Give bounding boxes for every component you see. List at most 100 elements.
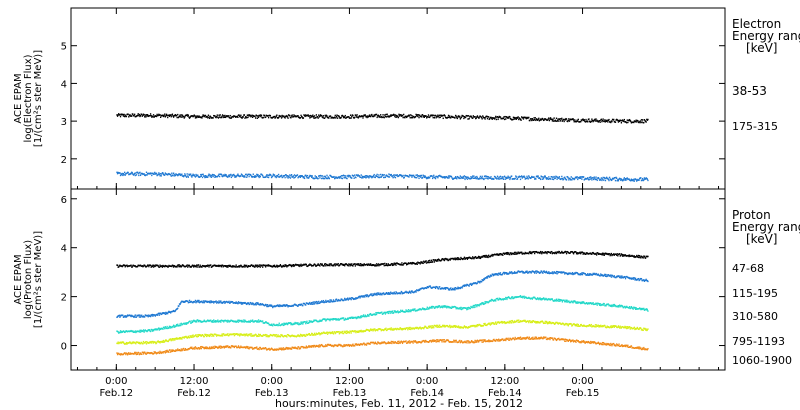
data-point [546, 252, 548, 255]
data-point [220, 300, 222, 302]
data-point [628, 276, 630, 279]
data-point [246, 264, 248, 267]
data-point [454, 287, 457, 289]
data-point [265, 175, 267, 177]
data-point [172, 325, 174, 328]
data-point [636, 255, 638, 258]
data-point [628, 178, 630, 180]
data-point [147, 264, 149, 267]
data-point [557, 251, 559, 254]
data-point [483, 256, 486, 258]
data-point [329, 264, 331, 267]
data-point [208, 333, 210, 336]
data-point [357, 317, 359, 319]
data-point [290, 174, 293, 176]
data-point [478, 305, 480, 307]
data-point [134, 315, 136, 318]
data-point [277, 334, 279, 336]
data-point [196, 266, 198, 268]
data-point [205, 333, 207, 336]
data-point [539, 297, 541, 299]
data-point [299, 335, 301, 338]
data-point [616, 253, 618, 255]
data-point [536, 175, 538, 177]
data-point [394, 263, 396, 266]
data-point [281, 114, 283, 117]
data-point [183, 117, 185, 119]
data-point [188, 116, 190, 118]
data-point [602, 118, 604, 120]
data-point [151, 313, 154, 316]
data-point [181, 265, 183, 267]
data-point [519, 295, 522, 297]
data-point [254, 266, 256, 268]
data-point [582, 253, 584, 255]
data-point [225, 265, 227, 267]
data-point [374, 313, 376, 315]
data-point [153, 173, 155, 175]
data-point [325, 299, 327, 302]
data-point [472, 117, 474, 119]
data-point [257, 335, 259, 337]
data-point [413, 174, 415, 177]
data-point [502, 254, 504, 256]
data-point [635, 119, 637, 122]
data-point [280, 265, 282, 267]
data-point [420, 262, 423, 264]
data-point [575, 177, 578, 179]
data-point [132, 342, 134, 344]
data-point [593, 178, 595, 181]
data-point [223, 174, 226, 177]
data-point [139, 174, 142, 177]
data-point [209, 300, 211, 302]
data-point [387, 263, 390, 265]
data-point [390, 114, 392, 116]
data-point [513, 251, 516, 254]
data-point [433, 261, 436, 263]
data-point [349, 317, 352, 320]
data-point [158, 113, 160, 116]
data-point [297, 176, 299, 179]
data-point [276, 264, 278, 267]
data-point [599, 303, 601, 305]
data-point [233, 333, 235, 335]
legend-title: Energy range [732, 29, 800, 43]
data-point [292, 175, 295, 177]
data-point [345, 175, 347, 177]
data-point [334, 114, 336, 117]
data-point [400, 264, 402, 266]
data-point [510, 271, 512, 274]
data-point [347, 264, 349, 267]
data-point [163, 115, 165, 117]
legend-title: Electron [732, 17, 781, 31]
data-point [575, 252, 578, 255]
data-point [596, 179, 598, 182]
data-point [426, 306, 428, 309]
data-point [167, 266, 169, 268]
data-point [460, 177, 462, 180]
data-point [637, 256, 639, 258]
data-point [192, 264, 194, 267]
data-point [513, 271, 516, 273]
data-point [144, 341, 146, 344]
data-point [515, 176, 518, 178]
data-point [603, 254, 605, 256]
data-point [490, 275, 493, 277]
data-point [325, 177, 328, 180]
data-point [136, 265, 139, 268]
data-point [486, 115, 488, 118]
data-point [293, 334, 295, 337]
data-point [493, 274, 496, 276]
data-point [124, 331, 126, 333]
data-point [463, 257, 465, 260]
data-point [348, 298, 350, 300]
data-point [129, 341, 131, 343]
data-point [497, 177, 499, 179]
data-point [486, 256, 488, 258]
data-point [213, 335, 215, 337]
data-point [144, 316, 146, 318]
data-point [180, 324, 182, 327]
data-point [270, 174, 272, 177]
data-point [545, 271, 547, 274]
data-point [329, 115, 332, 117]
